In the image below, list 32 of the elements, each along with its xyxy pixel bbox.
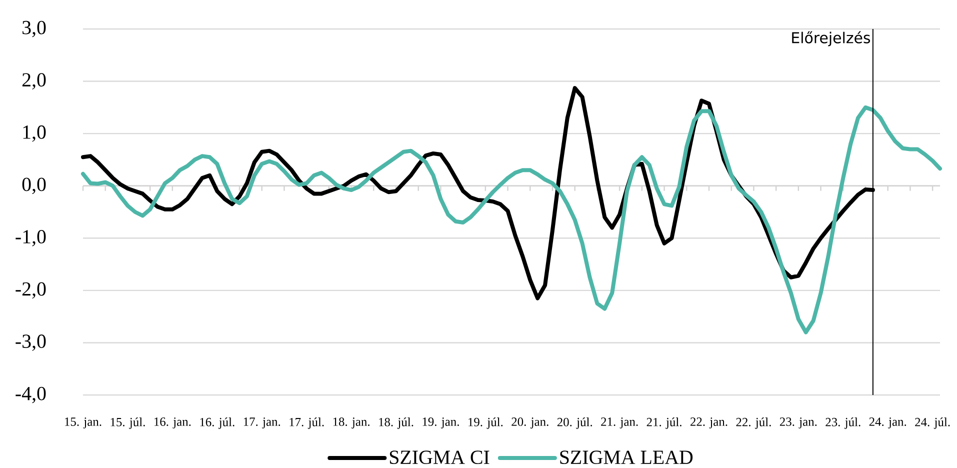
x-tick-label: 21. júl. — [646, 418, 682, 429]
x-tick-label: 18. jan. — [333, 418, 370, 428]
y-tick-label: 2,0 — [22, 73, 46, 90]
x-tick-label: 16. júl. — [200, 418, 234, 429]
y-tick-label: 3,0 — [22, 20, 46, 38]
x-tick-label: 20. jan. — [512, 418, 548, 428]
legend-label: SZIGMA LEAD — [560, 450, 693, 464]
x-tick-label: 24. jan. — [869, 418, 906, 428]
x-tick-label: 16. jan. — [154, 418, 191, 428]
x-tick-label: 17. jan. — [244, 418, 280, 428]
y-tick-label: -2,0 — [16, 282, 46, 299]
legend-label: SZIGMA CI — [390, 450, 490, 464]
x-tick-label: 22. jan. — [690, 418, 728, 428]
x-tick-label: 17. júl. — [290, 418, 324, 429]
x-tick-label: 23. jan. — [780, 418, 817, 428]
x-tick-label: 15. jan. — [65, 418, 102, 428]
x-tick-label: 18. júl. — [379, 418, 414, 429]
x-tick-label: 15. júl. — [110, 418, 145, 429]
x-tick-label: 19. júl. — [468, 418, 503, 429]
x-tick-label: 22. júl. — [736, 418, 771, 429]
line-series — [81, 105, 942, 334]
y-tick-label: 0,0 — [22, 178, 46, 194]
x-tick-label: 24. júl. — [915, 418, 950, 429]
ref-line-label: Előrejelzés — [792, 31, 870, 46]
y-tick-label: -4,0 — [16, 386, 46, 404]
x-tick-label: 23. júl. — [826, 418, 860, 429]
x-tick-label: 20. júl. — [557, 418, 592, 429]
x-tick-label: 19. jan. — [422, 418, 459, 428]
y-tick-label: -3,0 — [16, 334, 46, 351]
x-tick-label: 21. jan. — [601, 418, 638, 428]
y-tick-label: -1,0 — [16, 230, 46, 246]
y-tick-label: 1,0 — [23, 125, 46, 142]
